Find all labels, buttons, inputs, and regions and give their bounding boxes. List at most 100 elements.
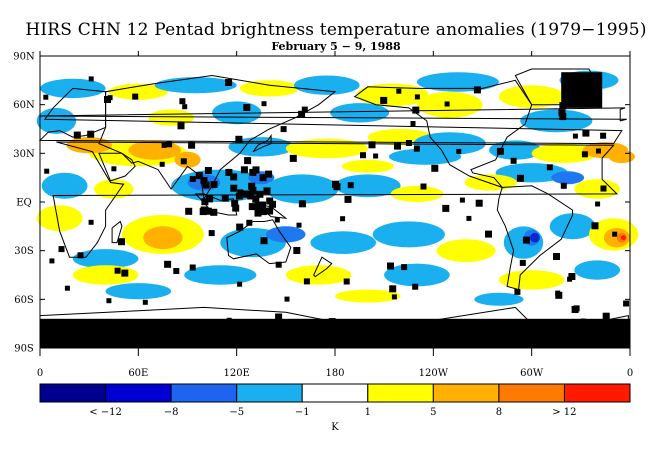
missing-data-cell bbox=[456, 148, 462, 154]
anomaly-patch bbox=[184, 265, 257, 285]
missing-data-cell bbox=[87, 130, 95, 138]
missing-data-cell bbox=[208, 230, 215, 237]
missing-data-cell bbox=[553, 253, 560, 260]
missing-data-cell bbox=[275, 313, 283, 321]
lat-label: 60N bbox=[13, 100, 35, 111]
anomaly-patch bbox=[474, 292, 524, 306]
missing-data-cell bbox=[185, 207, 193, 215]
anomaly-patch bbox=[574, 260, 621, 280]
new-guinea-coastline bbox=[254, 203, 288, 219]
missing-data-cell bbox=[247, 192, 255, 200]
lon-label: 0 bbox=[627, 368, 633, 379]
anomaly-patch bbox=[530, 232, 540, 243]
missing-data-cell bbox=[284, 296, 290, 302]
missing-data-cell bbox=[444, 101, 450, 107]
missing-data-cell bbox=[88, 76, 94, 82]
missing-data-cell bbox=[182, 104, 188, 110]
missing-data-cell bbox=[391, 294, 397, 300]
anomaly-patch bbox=[531, 143, 598, 163]
lon-label: 180 bbox=[325, 368, 344, 379]
missing-data-cell bbox=[340, 216, 346, 222]
missing-data-cell bbox=[555, 290, 561, 296]
missing-data-cell bbox=[230, 173, 238, 181]
missing-data-cell bbox=[510, 157, 517, 164]
anomaly-patch bbox=[108, 83, 168, 100]
anomaly-patch bbox=[294, 75, 360, 95]
map-title: HIRS CHN 12 Pentad brightness temperatur… bbox=[25, 20, 647, 40]
missing-data-cell bbox=[343, 278, 350, 285]
missing-data-cell bbox=[410, 121, 416, 126]
missing-data-cell bbox=[249, 186, 257, 194]
madagascar-coastline bbox=[111, 220, 123, 244]
missing-data-cell bbox=[459, 197, 465, 203]
missing-data-cell bbox=[252, 195, 260, 203]
anomaly-patch bbox=[608, 150, 635, 164]
missing-data-cell bbox=[266, 207, 274, 215]
missing-data-cell bbox=[600, 185, 607, 192]
missing-data-cell bbox=[235, 135, 243, 143]
anomaly-patch bbox=[41, 172, 88, 199]
colorbar-tick-label: −1 bbox=[295, 407, 310, 418]
missing-data-cell bbox=[189, 176, 196, 182]
coastline-layer bbox=[38, 68, 629, 349]
missing-data-cell bbox=[188, 141, 196, 149]
missing-data-cell bbox=[121, 269, 129, 277]
missing-data-cell bbox=[254, 209, 262, 217]
missing-data-cell bbox=[263, 187, 271, 195]
missing-data-cell bbox=[166, 141, 173, 148]
anomaly-patch bbox=[143, 226, 183, 250]
missing-data-cell bbox=[580, 318, 586, 324]
lon-label: 120W bbox=[419, 368, 449, 379]
missing-data-cell bbox=[248, 182, 256, 190]
missing-data-cell bbox=[111, 166, 117, 172]
anomaly-patch bbox=[390, 185, 444, 202]
missing-data-cell bbox=[246, 219, 253, 226]
anomaly-patch bbox=[36, 205, 83, 232]
missing-data-cell bbox=[568, 273, 576, 280]
missing-data-cell bbox=[581, 151, 588, 158]
asia-coastline bbox=[98, 74, 337, 201]
anomaly-patch bbox=[335, 174, 401, 198]
anomaly-patch bbox=[148, 109, 195, 126]
missing-data-cell bbox=[298, 200, 306, 208]
missing-data-cell bbox=[243, 104, 251, 111]
missing-data-cell bbox=[560, 182, 567, 189]
anomaly-patch bbox=[574, 179, 621, 199]
colorbar-tick-label: > 12 bbox=[552, 407, 576, 418]
africa-coastline bbox=[52, 141, 619, 258]
missing-data-cell bbox=[259, 174, 267, 182]
missing-data-cell bbox=[394, 142, 401, 150]
anomaly-patch bbox=[520, 109, 593, 133]
anomaly-patch bbox=[72, 249, 139, 269]
missing-data-cell bbox=[201, 198, 209, 206]
anomaly-patch bbox=[356, 83, 429, 107]
missing-data-cell bbox=[572, 133, 578, 139]
colorbar-swatch bbox=[236, 383, 303, 403]
missing-data-cell bbox=[296, 222, 302, 228]
anomaly-patch bbox=[341, 159, 394, 173]
colorbar-tick-label: 5 bbox=[430, 407, 436, 418]
missing-data-cell bbox=[389, 285, 397, 293]
missing-data-cell bbox=[289, 154, 297, 162]
missing-data-cell bbox=[200, 206, 208, 214]
missing-data-cell bbox=[347, 182, 354, 189]
missing-data-cell bbox=[132, 93, 139, 100]
map-subtitle: February 5 − 9, 1988 bbox=[271, 40, 401, 53]
missing-data-cell bbox=[514, 288, 521, 295]
arabia-coastline bbox=[98, 152, 136, 182]
lat-label: 90S bbox=[14, 344, 34, 355]
anomaly-patch bbox=[372, 221, 445, 248]
missing-data-cell bbox=[118, 238, 125, 246]
missing-data-cell bbox=[230, 184, 238, 192]
missing-data-cell bbox=[106, 298, 112, 304]
anomaly-patch bbox=[266, 226, 306, 243]
colorbar-tick-label: −8 bbox=[164, 407, 179, 418]
anomaly-patch bbox=[239, 80, 299, 97]
lat-label: 30S bbox=[14, 246, 34, 257]
missing-data-cell bbox=[602, 312, 610, 320]
missing-data-cell bbox=[612, 231, 618, 237]
anomaly-patch bbox=[310, 231, 377, 255]
missing-data-cell bbox=[475, 199, 483, 207]
missing-data-cell bbox=[546, 164, 553, 171]
missing-data-cell bbox=[58, 246, 65, 253]
